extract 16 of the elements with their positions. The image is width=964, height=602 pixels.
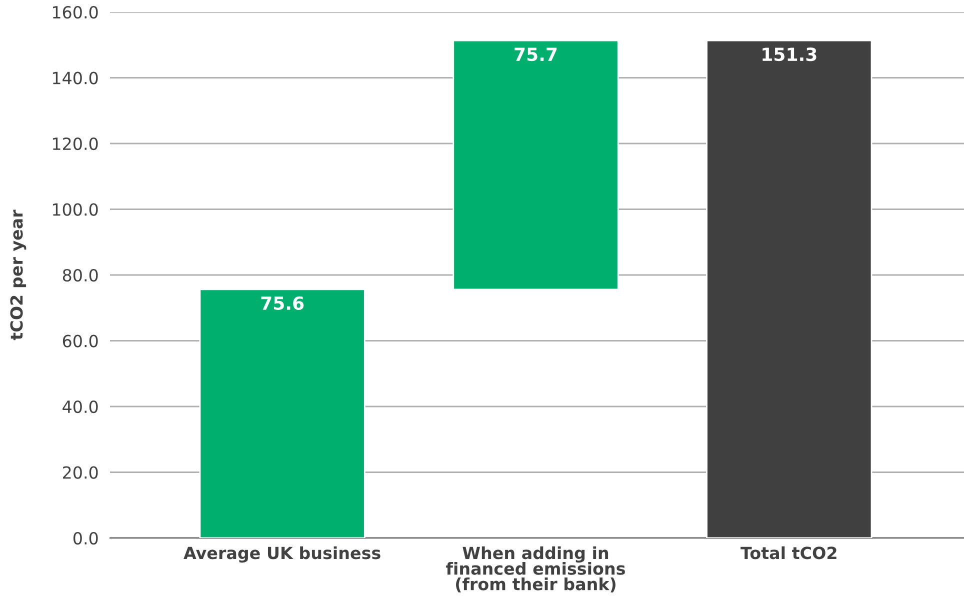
y-axis-title: tCO2 per year [10, 210, 26, 340]
data-label: 75.7 [514, 48, 557, 62]
x-tick-label: Total tCO2 [740, 546, 836, 560]
y-tick-label: 80.0 [62, 268, 98, 282]
data-label: 75.6 [261, 296, 304, 310]
y-tick-label: 140.0 [53, 72, 98, 84]
y-tick-label: 100.0 [53, 203, 98, 216]
y-tick-label: 60.0 [62, 334, 98, 348]
y-tick-label: 160.0 [53, 6, 98, 19]
data-label: 151.3 [762, 47, 816, 62]
y-tick-label: 40.0 [62, 400, 98, 414]
x-tick-label: When adding in financed emissions (from their bank) [446, 546, 625, 592]
x-tick-label: Average UK business [184, 546, 380, 563]
y-tick-label: 120.0 [53, 137, 98, 150]
y-tick-label: 20.0 [63, 466, 98, 479]
y-tick-label: 0.0 [73, 532, 98, 545]
